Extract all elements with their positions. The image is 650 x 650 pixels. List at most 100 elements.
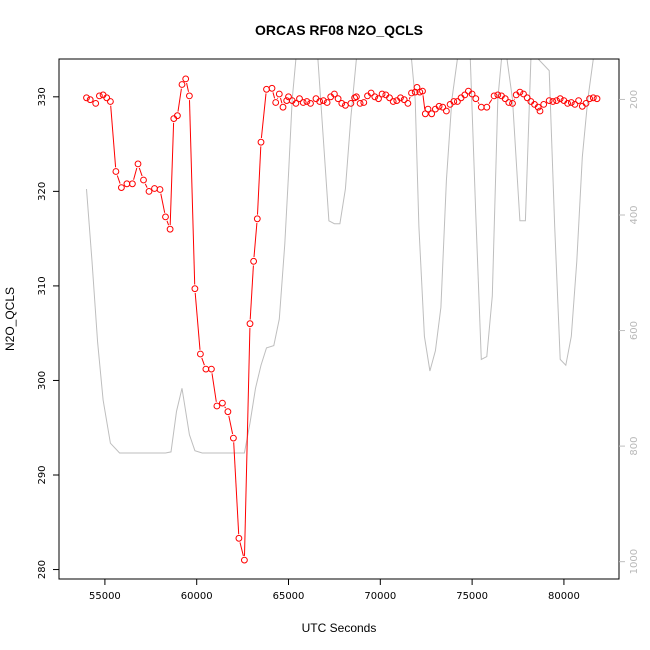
- data-point: [272, 99, 280, 106]
- data-point: [505, 99, 513, 106]
- right-tick-label: 800: [629, 437, 640, 456]
- primary-series-segment: [224, 406, 227, 409]
- x-tick-label: 75000: [456, 591, 488, 602]
- data-point: [241, 556, 248, 564]
- data-point: [419, 87, 426, 95]
- data-point: [224, 408, 232, 416]
- y-tick-label: 320: [37, 182, 48, 201]
- data-point: [208, 365, 215, 373]
- primary-series-segment: [177, 88, 182, 112]
- data-point: [404, 100, 412, 107]
- data-point: [582, 100, 590, 107]
- primary-series-segment: [272, 92, 276, 99]
- data-point: [338, 100, 346, 107]
- data-point: [553, 97, 560, 104]
- data-point: [285, 93, 292, 101]
- data-point: [593, 95, 601, 103]
- primary-series-segment: [228, 415, 234, 435]
- primary-series-segment: [110, 105, 117, 168]
- data-point: [408, 89, 415, 97]
- y-tick-label: 280: [37, 560, 48, 579]
- data-point: [118, 184, 125, 192]
- data-point: [353, 93, 360, 101]
- data-point: [197, 350, 204, 358]
- primary-series-segment: [133, 167, 138, 180]
- x-tick-label: 60000: [181, 591, 213, 602]
- data-point: [540, 101, 548, 108]
- data-point: [435, 102, 443, 110]
- primary-series-segment: [169, 122, 175, 226]
- data-point: [468, 90, 476, 98]
- data-point: [331, 90, 338, 98]
- data-point: [534, 103, 542, 111]
- primary-series-segment: [138, 167, 143, 177]
- primary-series-segment: [211, 373, 217, 402]
- primary-series-segment: [189, 100, 196, 285]
- data-point: [397, 94, 404, 102]
- secondary-series-layer: [86, 59, 594, 454]
- y-axis-label: N2O_QCLS: [3, 287, 17, 351]
- primary-series-segment: [144, 183, 148, 188]
- data-point: [134, 160, 142, 168]
- data-point: [520, 90, 527, 98]
- data-point: [107, 98, 114, 105]
- data-point: [516, 88, 524, 96]
- right-axis: 200 400 600 800 1000: [619, 90, 640, 574]
- data-point: [494, 91, 502, 99]
- data-point: [360, 99, 368, 106]
- primary-series-segment: [233, 442, 240, 535]
- y-tick-label: 290: [37, 465, 48, 484]
- primary-series-segment: [201, 357, 205, 366]
- primary-series-segment: [253, 222, 258, 258]
- data-point: [86, 96, 94, 104]
- plot-frame: [58, 58, 620, 580]
- data-point: [296, 95, 303, 103]
- x-tick-label: 55000: [89, 591, 121, 602]
- right-tick-label: 200: [629, 90, 640, 109]
- primary-series-segment: [244, 327, 251, 556]
- primary-series-segment: [249, 265, 254, 320]
- data-point: [162, 213, 169, 221]
- data-point: [439, 103, 447, 111]
- data-point: [250, 257, 258, 265]
- x-axis-label: UTC Seconds: [302, 621, 377, 635]
- data-point: [523, 94, 531, 102]
- data-point: [103, 94, 111, 102]
- data-point: [389, 98, 397, 105]
- data-point: [307, 100, 314, 107]
- primary-series-segment: [422, 95, 426, 110]
- data-point: [490, 92, 498, 100]
- data-point: [145, 188, 153, 195]
- x-tick-label: 65000: [273, 591, 305, 602]
- data-point: [334, 95, 342, 103]
- data-point: [461, 91, 469, 99]
- right-tick-label: 1000: [629, 549, 640, 574]
- primary-series-segment: [257, 146, 262, 215]
- data-point: [140, 176, 147, 184]
- data-point: [564, 100, 571, 107]
- data-point: [567, 99, 575, 106]
- primary-series-segment: [186, 82, 189, 92]
- primary-series-segment: [488, 99, 493, 104]
- primary-series-segment: [280, 97, 283, 104]
- x-tick-label: 70000: [364, 591, 396, 602]
- data-point: [483, 103, 491, 111]
- primary-series-segment: [408, 96, 411, 100]
- y-tick-label: 330: [37, 87, 48, 106]
- data-point: [292, 100, 300, 107]
- data-point: [182, 75, 190, 83]
- primary-series-segment: [477, 101, 480, 104]
- data-point: [268, 84, 276, 92]
- right-tick-label: 600: [629, 321, 640, 340]
- data-point: [367, 89, 375, 97]
- data-point: [279, 103, 287, 111]
- data-point: [320, 97, 327, 104]
- data-point: [174, 112, 181, 120]
- data-point: [356, 100, 364, 107]
- data-point: [378, 90, 386, 98]
- data-point: [253, 215, 261, 223]
- data-point: [112, 168, 120, 175]
- data-point: [83, 94, 90, 102]
- data-point: [299, 99, 307, 106]
